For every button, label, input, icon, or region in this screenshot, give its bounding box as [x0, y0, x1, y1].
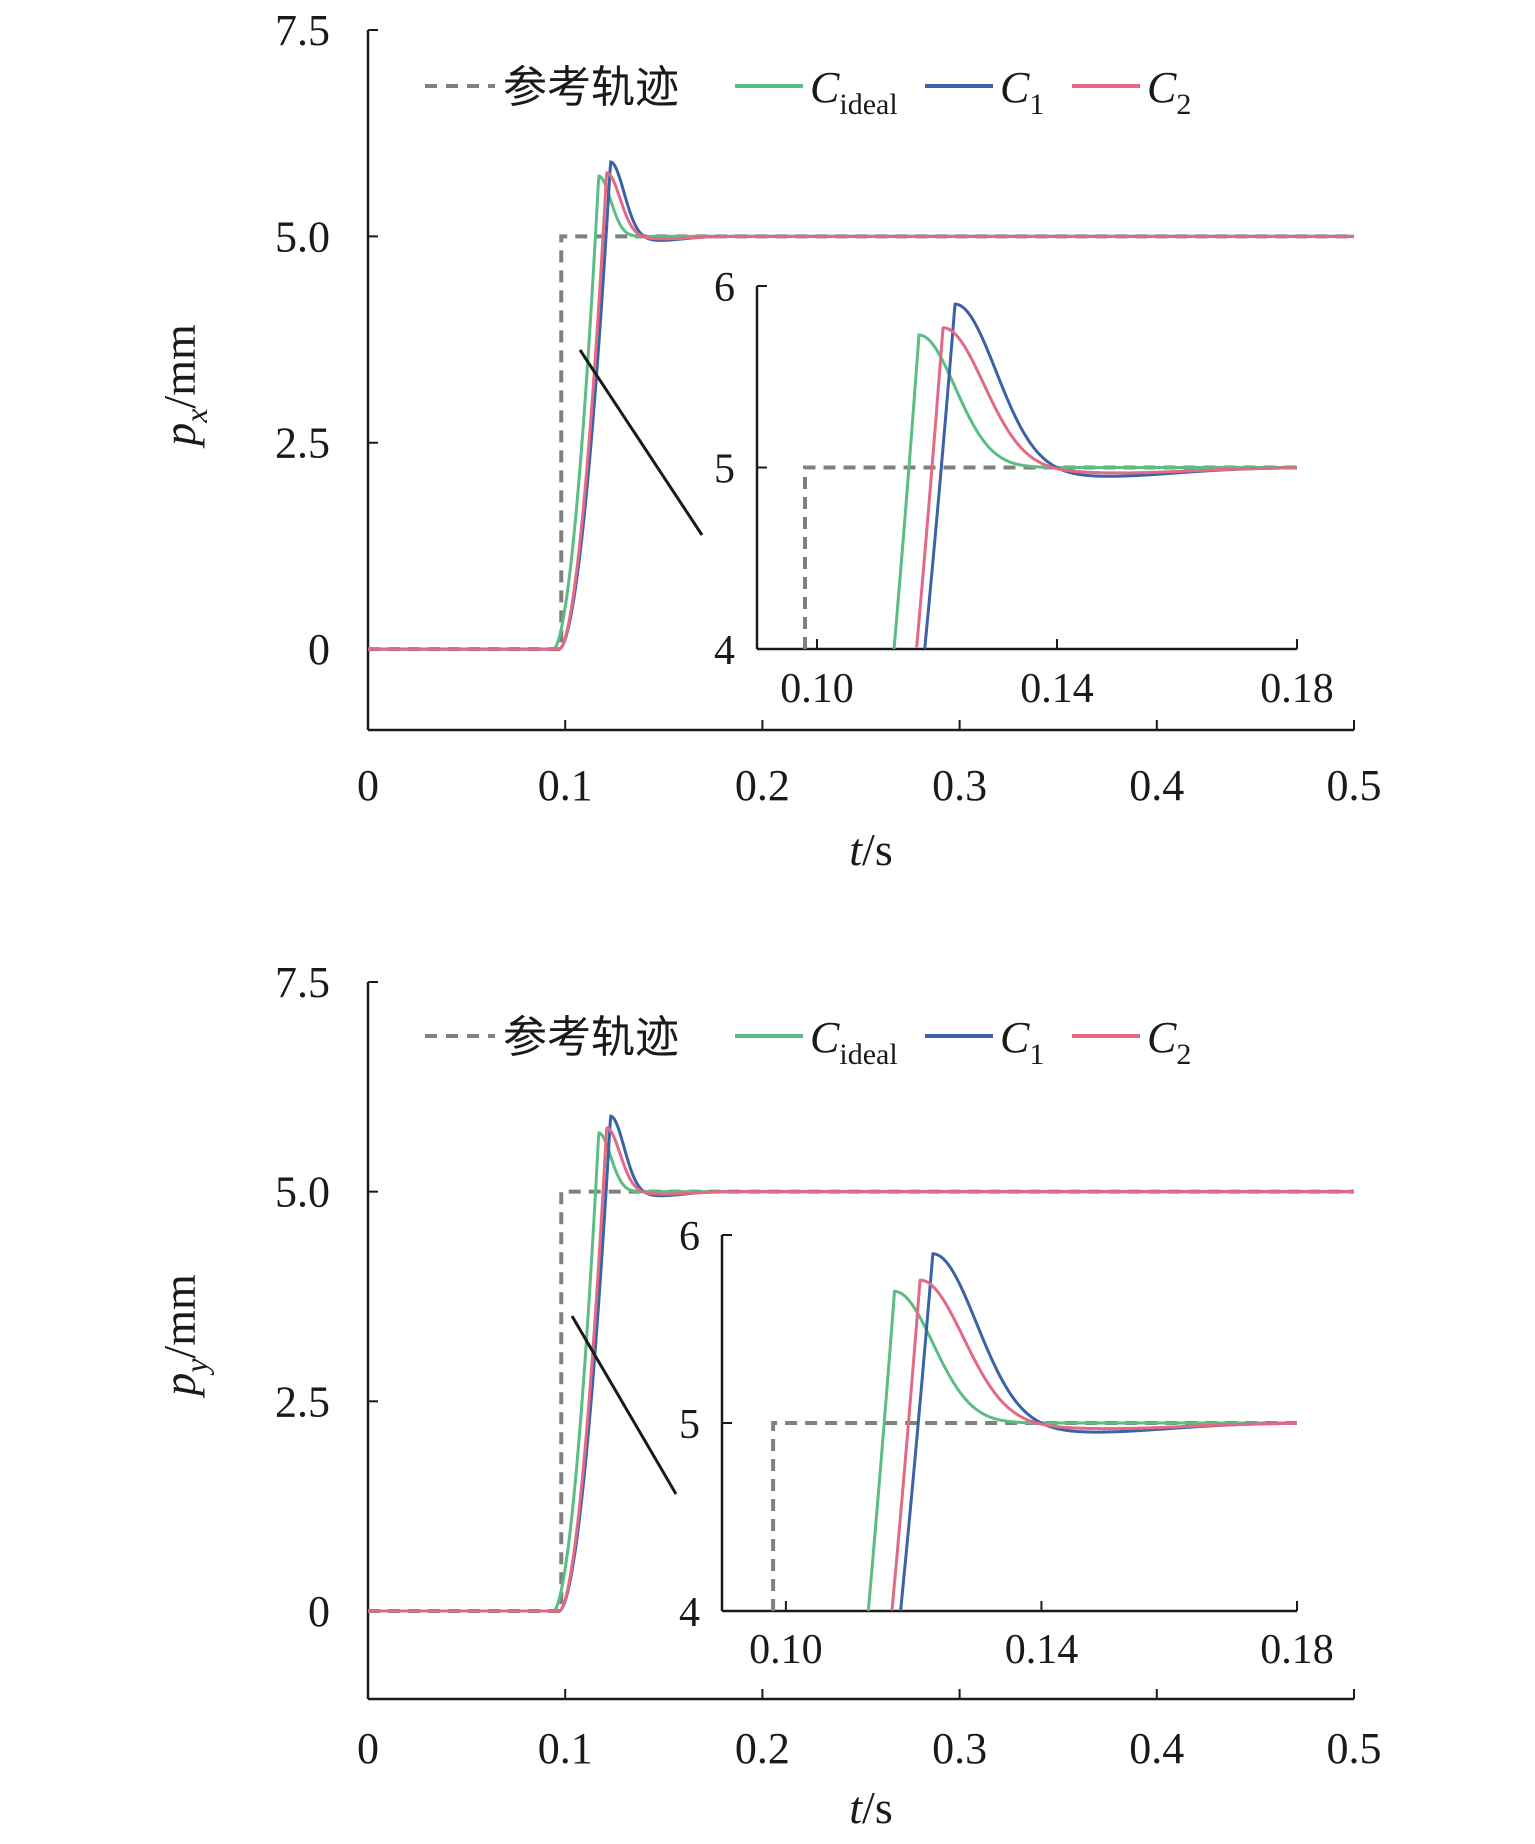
x-tick-label: 0 — [357, 1724, 379, 1773]
inset-y-tick-label: 5 — [714, 447, 735, 493]
inset-reference-series — [771, 1421, 1297, 1611]
c2-series — [368, 170, 1354, 651]
inset-panel: 0.10 0.14 0.18 4 5 6 — [679, 1214, 1334, 1673]
inset-y-tick-label: 5 — [679, 1402, 700, 1448]
y-axis-label: py/mm — [154, 1274, 214, 1399]
inset-panel: 0.10 0.14 0.18 4 5 6 — [714, 265, 1334, 712]
x-tick-label: 0.4 — [1129, 1724, 1184, 1773]
x-tick-label: 0.1 — [538, 1724, 593, 1773]
x-tick-label: 0.5 — [1327, 1724, 1382, 1773]
y-tick-label: 0 — [308, 1587, 330, 1636]
x-tick-label: 0.1 — [538, 761, 593, 810]
zoom-connector-line — [570, 1315, 678, 1495]
x-tick-label: 0.5 — [1327, 761, 1382, 810]
inset-x-tick-label: 0.14 — [1020, 666, 1094, 712]
y-tick-label: 2.5 — [275, 419, 330, 468]
inset-x-tick-label: 0.18 — [1260, 666, 1334, 712]
inset-x-tick-label: 0.18 — [1260, 1627, 1334, 1673]
x-tick-label: 0.4 — [1129, 761, 1184, 810]
inset-y-tick-label: 6 — [714, 265, 735, 311]
x-axis-label: t/s — [849, 824, 892, 875]
legend: 参考轨迹 Cideal C1 C2 — [425, 1012, 1191, 1071]
inset-c2-series — [890, 1278, 1297, 1611]
legend-reference-label: 参考轨迹 — [503, 1012, 679, 1063]
y-tick-label: 5.0 — [275, 212, 330, 261]
legend-c2-label: C2 — [1147, 1013, 1191, 1071]
legend-c1-label: C1 — [1000, 63, 1044, 121]
y-tick-label: 7.5 — [275, 6, 330, 55]
y-axis-label: px/mm — [154, 324, 214, 449]
legend: 参考轨迹 Cideal C1 C2 — [425, 62, 1191, 121]
c2-series — [368, 1126, 1354, 1613]
y-tick-label: 2.5 — [275, 1377, 330, 1426]
inset-background — [756, 276, 1306, 651]
chart-panel-2: 0 0.1 0.2 0.3 0.4 0.502.55.07.5t/spy/mm0.10 0.… — [154, 958, 1382, 1833]
legend-reference-label: 参考轨迹 — [503, 62, 679, 113]
legend-ideal-label: Cideal — [810, 63, 898, 121]
inset-y-tick-label: 4 — [714, 628, 735, 674]
x-tick-label: 0.2 — [735, 1724, 790, 1773]
y-tick-label: 5.0 — [275, 1168, 330, 1217]
y-tick-label: 0 — [308, 625, 330, 674]
inset-y-tick-label: 4 — [679, 1590, 700, 1636]
inset-x-tick-label: 0.14 — [1005, 1627, 1079, 1673]
inset-x-tick-label: 0.10 — [749, 1627, 823, 1673]
x-tick-label: 0.2 — [735, 761, 790, 810]
legend-c1-label: C1 — [1000, 1013, 1044, 1071]
x-axis-label: t/s — [849, 1782, 892, 1833]
inset-y-tick-label: 6 — [679, 1214, 700, 1260]
zoom-connector-line — [578, 349, 704, 536]
y-tick-label: 7.5 — [275, 958, 330, 1007]
inset-ideal-series — [866, 1289, 1297, 1612]
inset-c2-series — [915, 326, 1297, 648]
inset-ideal-series — [892, 333, 1297, 650]
x-tick-label: 0.3 — [932, 761, 987, 810]
chart-panel-1: 0 0.1 0.2 0.3 0.4 0.502.55.07.5t/spx/mm0.10 0.… — [154, 6, 1382, 875]
legend-c2-label: C2 — [1147, 63, 1191, 121]
inset-x-tick-label: 0.10 — [780, 666, 854, 712]
inset-background — [721, 1225, 1306, 1613]
x-tick-label: 0 — [357, 761, 379, 810]
x-tick-label: 0.3 — [932, 1724, 987, 1773]
legend-ideal-label: Cideal — [810, 1013, 898, 1071]
